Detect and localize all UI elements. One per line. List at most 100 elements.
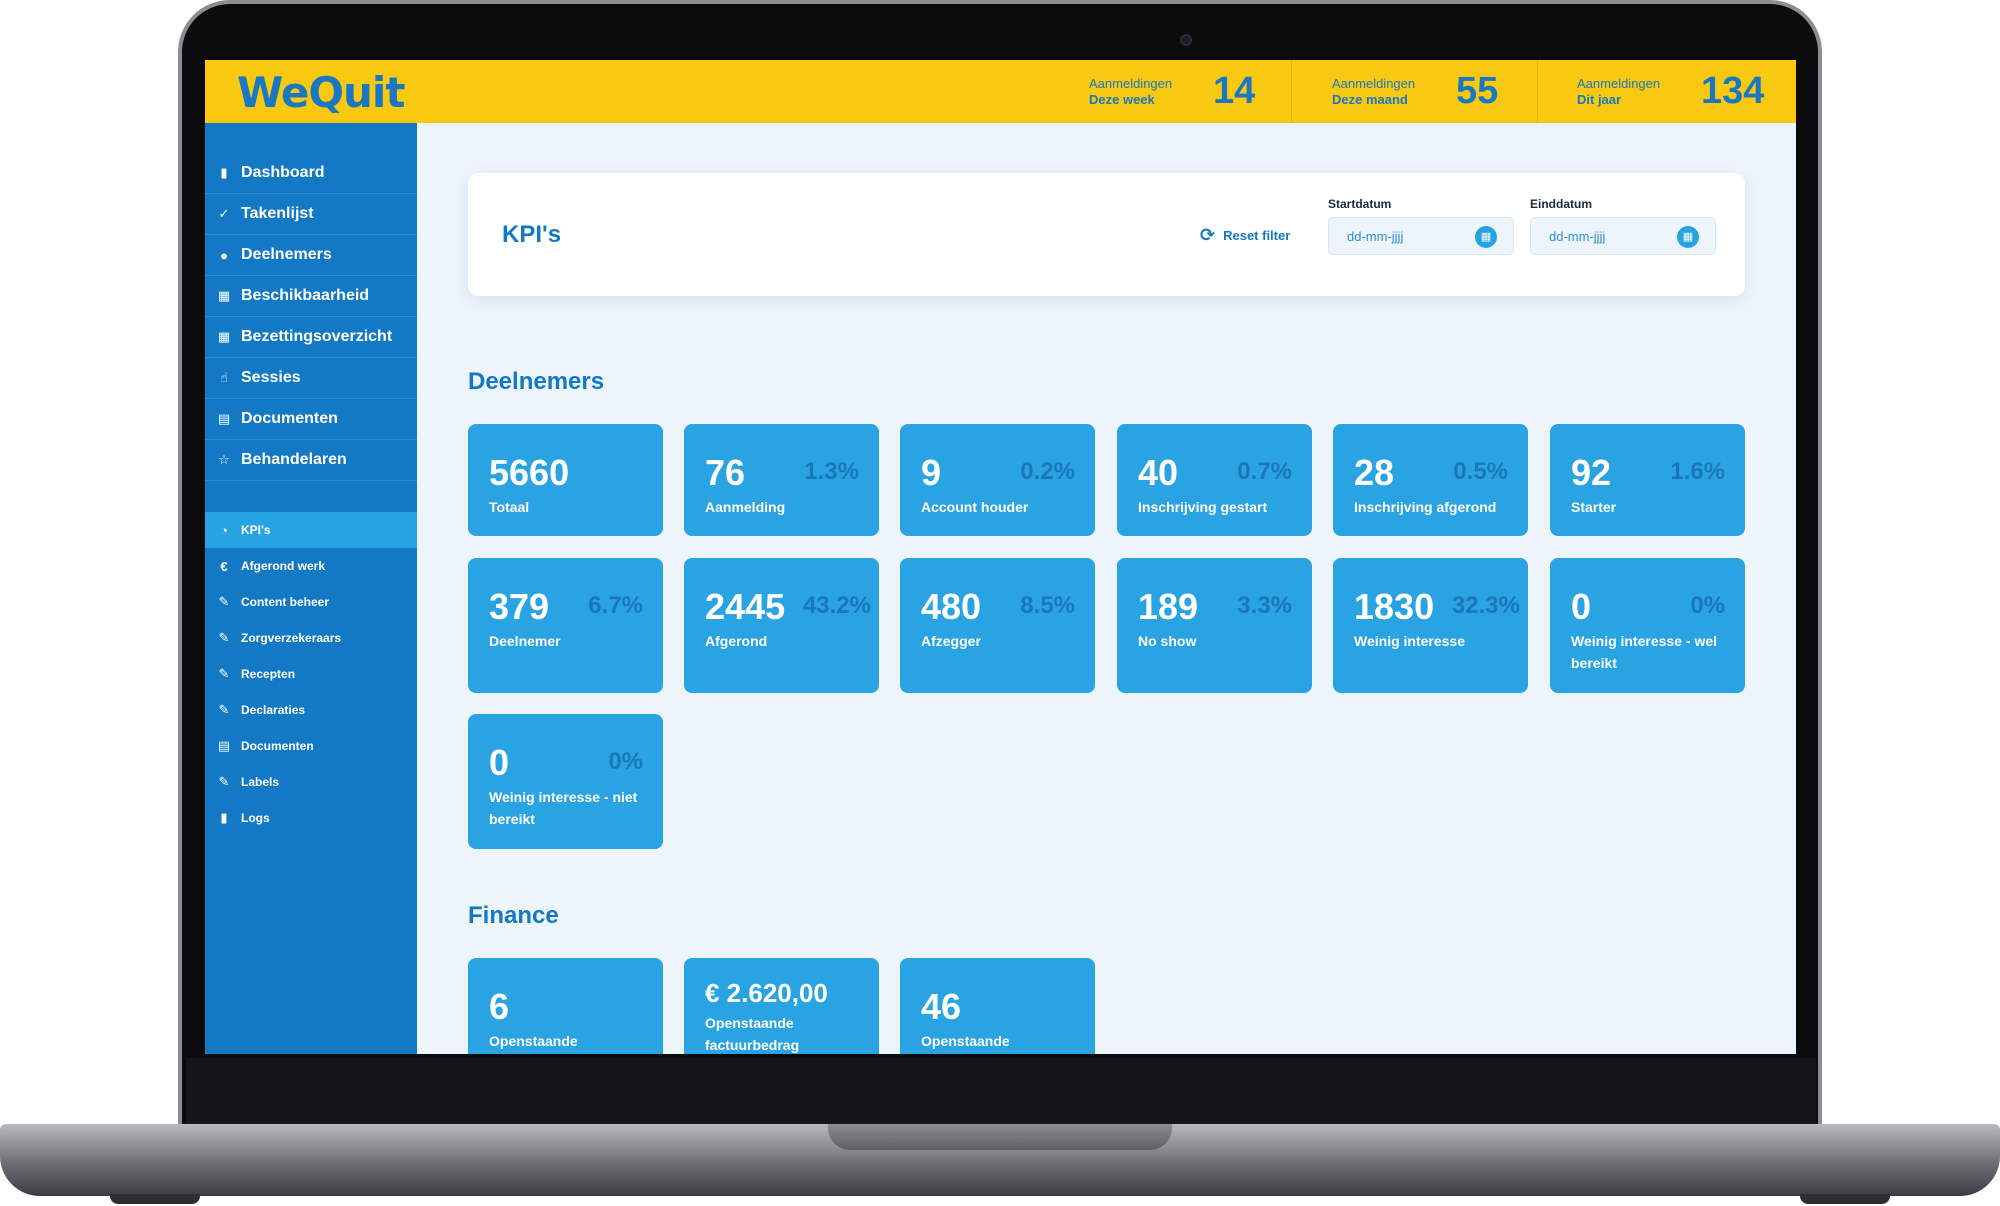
kpi-label: Weinig interesse	[1354, 633, 1466, 649]
calendar-icon[interactable]: ▦	[1677, 226, 1699, 248]
finance-card[interactable]: € 2.620,00 Openstaande factuurbedrag	[684, 958, 879, 1054]
kpi-label: Afzegger	[921, 633, 981, 649]
sidebar-item-bezettingsoverzicht[interactable]: ▦ Bezettingsoverzicht	[205, 317, 417, 358]
laptop-bezel	[186, 1058, 1816, 1124]
sidebar-item-label: Bezettingsoverzicht	[241, 328, 393, 345]
sidebar-item-label: Sessies	[241, 369, 301, 386]
sidebar-item-label: Afgerond werk	[241, 559, 326, 573]
sidebar-item-sessies[interactable]: ☝ Sessies	[205, 358, 417, 399]
kpi-percentage: 6.7%	[588, 592, 643, 619]
calendar-grid-icon: ▦	[217, 329, 231, 344]
kpi-card[interactable]: 28 0.5% Inschrijving afgerond	[1333, 424, 1528, 536]
kpi-percentage: 43.2%	[802, 592, 871, 619]
kpi-card[interactable]: 0 0% Weinig interesse - wel bereikt	[1550, 558, 1745, 693]
calendar-icon: ▦	[217, 288, 231, 303]
kpi-card[interactable]: 92 1.6% Starter	[1550, 424, 1745, 536]
section-title-finance: Finance	[468, 902, 559, 929]
sidebar-item-takenlijst[interactable]: ✓ Takenlijst	[205, 194, 417, 235]
kpi-label: Deelnemer	[489, 633, 561, 649]
stat-week: Aanmeldingen Deze week 14	[1089, 60, 1255, 123]
kpi-card[interactable]: 1830 32.3% Weinig interesse	[1333, 558, 1528, 693]
kpi-label: Openstaande	[489, 1033, 578, 1049]
sidebar-item-zorgverzekeraars[interactable]: ✎ Zorgverzekeraars	[205, 620, 417, 656]
kpi-card[interactable]: 480 8.5% Afzegger	[900, 558, 1095, 693]
sidebar-item-label: Behandelaren	[241, 451, 347, 468]
finance-card[interactable]: 46 Openstaande	[900, 958, 1095, 1054]
sidebar-item-label: Content beheer	[241, 595, 330, 609]
kpi-percentage: 3.3%	[1237, 592, 1292, 619]
top-bar: WeQuit Aanmeldingen Deze week 14 Aanmeld…	[205, 60, 1796, 123]
calendar-icon[interactable]: ▦	[1475, 226, 1497, 248]
document-icon: ▤	[217, 411, 231, 426]
kpi-label: Weinig interesse - wel bereikt	[1571, 633, 1718, 671]
sidebar-item-behandelaren[interactable]: ☆ Behandelaren	[205, 440, 417, 481]
sidebar-item-declaraties[interactable]: ✎ Declaraties	[205, 692, 417, 728]
edit-icon: ✎	[218, 702, 230, 717]
section-title-deelnemers: Deelnemers	[468, 368, 605, 395]
kpi-card[interactable]: 2445 43.2% Afgerond	[684, 558, 879, 693]
kpi-card[interactable]: 40 0.7% Inschrijving gestart	[1117, 424, 1312, 536]
sidebar-item-logs[interactable]: ▮ Logs	[205, 800, 417, 836]
kpi-card[interactable]: 76 1.3% Aanmelding	[684, 424, 879, 536]
filter-card: KPI's ⟳ Reset filter Startdatum dd-mm-jj…	[468, 173, 1745, 296]
kpi-value: 0	[489, 742, 510, 783]
sidebar-item-deelnemers[interactable]: ● Deelnemers	[205, 235, 417, 276]
refresh-icon: ⟳	[1200, 225, 1216, 245]
finance-card[interactable]: 6 Openstaande	[468, 958, 663, 1054]
stat-period: Deze week	[1089, 91, 1155, 107]
laptop-notch	[828, 1124, 1172, 1150]
kpi-value: € 2.620,00	[705, 978, 828, 1008]
edit-icon: ✎	[218, 666, 230, 681]
sidebar-item-recepten[interactable]: ✎ Recepten	[205, 656, 417, 692]
divider	[1537, 60, 1538, 123]
camera-icon	[1180, 34, 1192, 46]
kpi-value: 0	[1571, 586, 1592, 627]
sidebar: ▮ Dashboard ✓ Takenlijst ● Deelnemers ▦ …	[205, 123, 417, 1054]
kpi-label: Openstaande factuurbedrag	[705, 1015, 800, 1053]
sidebar-item-beschikbaarheid[interactable]: ▦ Beschikbaarheid	[205, 276, 417, 317]
kpi-card[interactable]: 379 6.7% Deelnemer	[468, 558, 663, 693]
sidebar-item-label: KPI's	[241, 523, 271, 537]
sidebar-item-label: Deelnemers	[241, 246, 332, 263]
sidebar-item-content-beheer[interactable]: ✎ Content beheer	[205, 584, 417, 620]
hand-icon: ☝	[220, 370, 228, 385]
sidebar-item-afgerond-werk[interactable]: € Afgerond werk	[205, 548, 417, 584]
kpi-value: 9	[921, 452, 942, 493]
sidebar-item-label: Dashboard	[241, 164, 325, 181]
euro-icon: €	[220, 558, 228, 574]
kpi-value: 40	[1138, 452, 1179, 493]
sidebar-item-dashboard[interactable]: ▮ Dashboard	[205, 153, 417, 194]
sidebar-item-label: Logs	[241, 811, 270, 825]
start-date-placeholder: dd-mm-jjjj	[1347, 228, 1404, 244]
sidebar-item-documenten-secondary[interactable]: ▤ Documenten	[205, 728, 417, 764]
reset-filter-button[interactable]: ⟳ Reset filter	[1200, 225, 1290, 246]
kpi-value: 28	[1354, 452, 1395, 493]
kpi-value: 76	[705, 452, 746, 493]
pie-chart-icon: ◔	[220, 522, 228, 538]
kpi-percentage: 0%	[1690, 592, 1725, 619]
sidebar-item-label: Beschikbaarheid	[241, 287, 370, 304]
sidebar-item-label: Zorgverzekeraars	[241, 631, 342, 645]
stat-period: Dit jaar	[1577, 91, 1622, 107]
kpi-value: 2445	[705, 586, 786, 627]
sidebar-item-kpis[interactable]: ◔ KPI's	[205, 512, 417, 548]
kpi-card[interactable]: 9 0.2% Account houder	[900, 424, 1095, 536]
star-icon: ☆	[218, 452, 230, 467]
stat-period: Deze maand	[1332, 91, 1408, 107]
kpi-card[interactable]: 5660 Totaal	[468, 424, 663, 536]
wequit-logo[interactable]: WeQuit	[237, 68, 405, 117]
sidebar-item-label: Documenten	[241, 410, 338, 427]
sidebar-item-labels[interactable]: ✎ Labels	[205, 764, 417, 800]
laptop-foot	[110, 1194, 200, 1204]
kpi-value: 92	[1571, 452, 1612, 493]
start-date-label: Startdatum	[1328, 197, 1392, 211]
end-date-input[interactable]: dd-mm-jjjj ▦	[1530, 217, 1716, 255]
start-date-input[interactable]: dd-mm-jjjj ▦	[1328, 217, 1514, 255]
kpi-percentage: 8.5%	[1020, 592, 1075, 619]
kpi-label: Afgerond	[705, 633, 768, 649]
kpi-value: 46	[921, 986, 962, 1027]
kpi-card[interactable]: 189 3.3% No show	[1117, 558, 1312, 693]
kpi-card[interactable]: 0 0% Weinig interesse - niet bereikt	[468, 714, 663, 849]
kpi-value: 379	[489, 586, 550, 627]
sidebar-item-documenten[interactable]: ▤ Documenten	[205, 399, 417, 440]
